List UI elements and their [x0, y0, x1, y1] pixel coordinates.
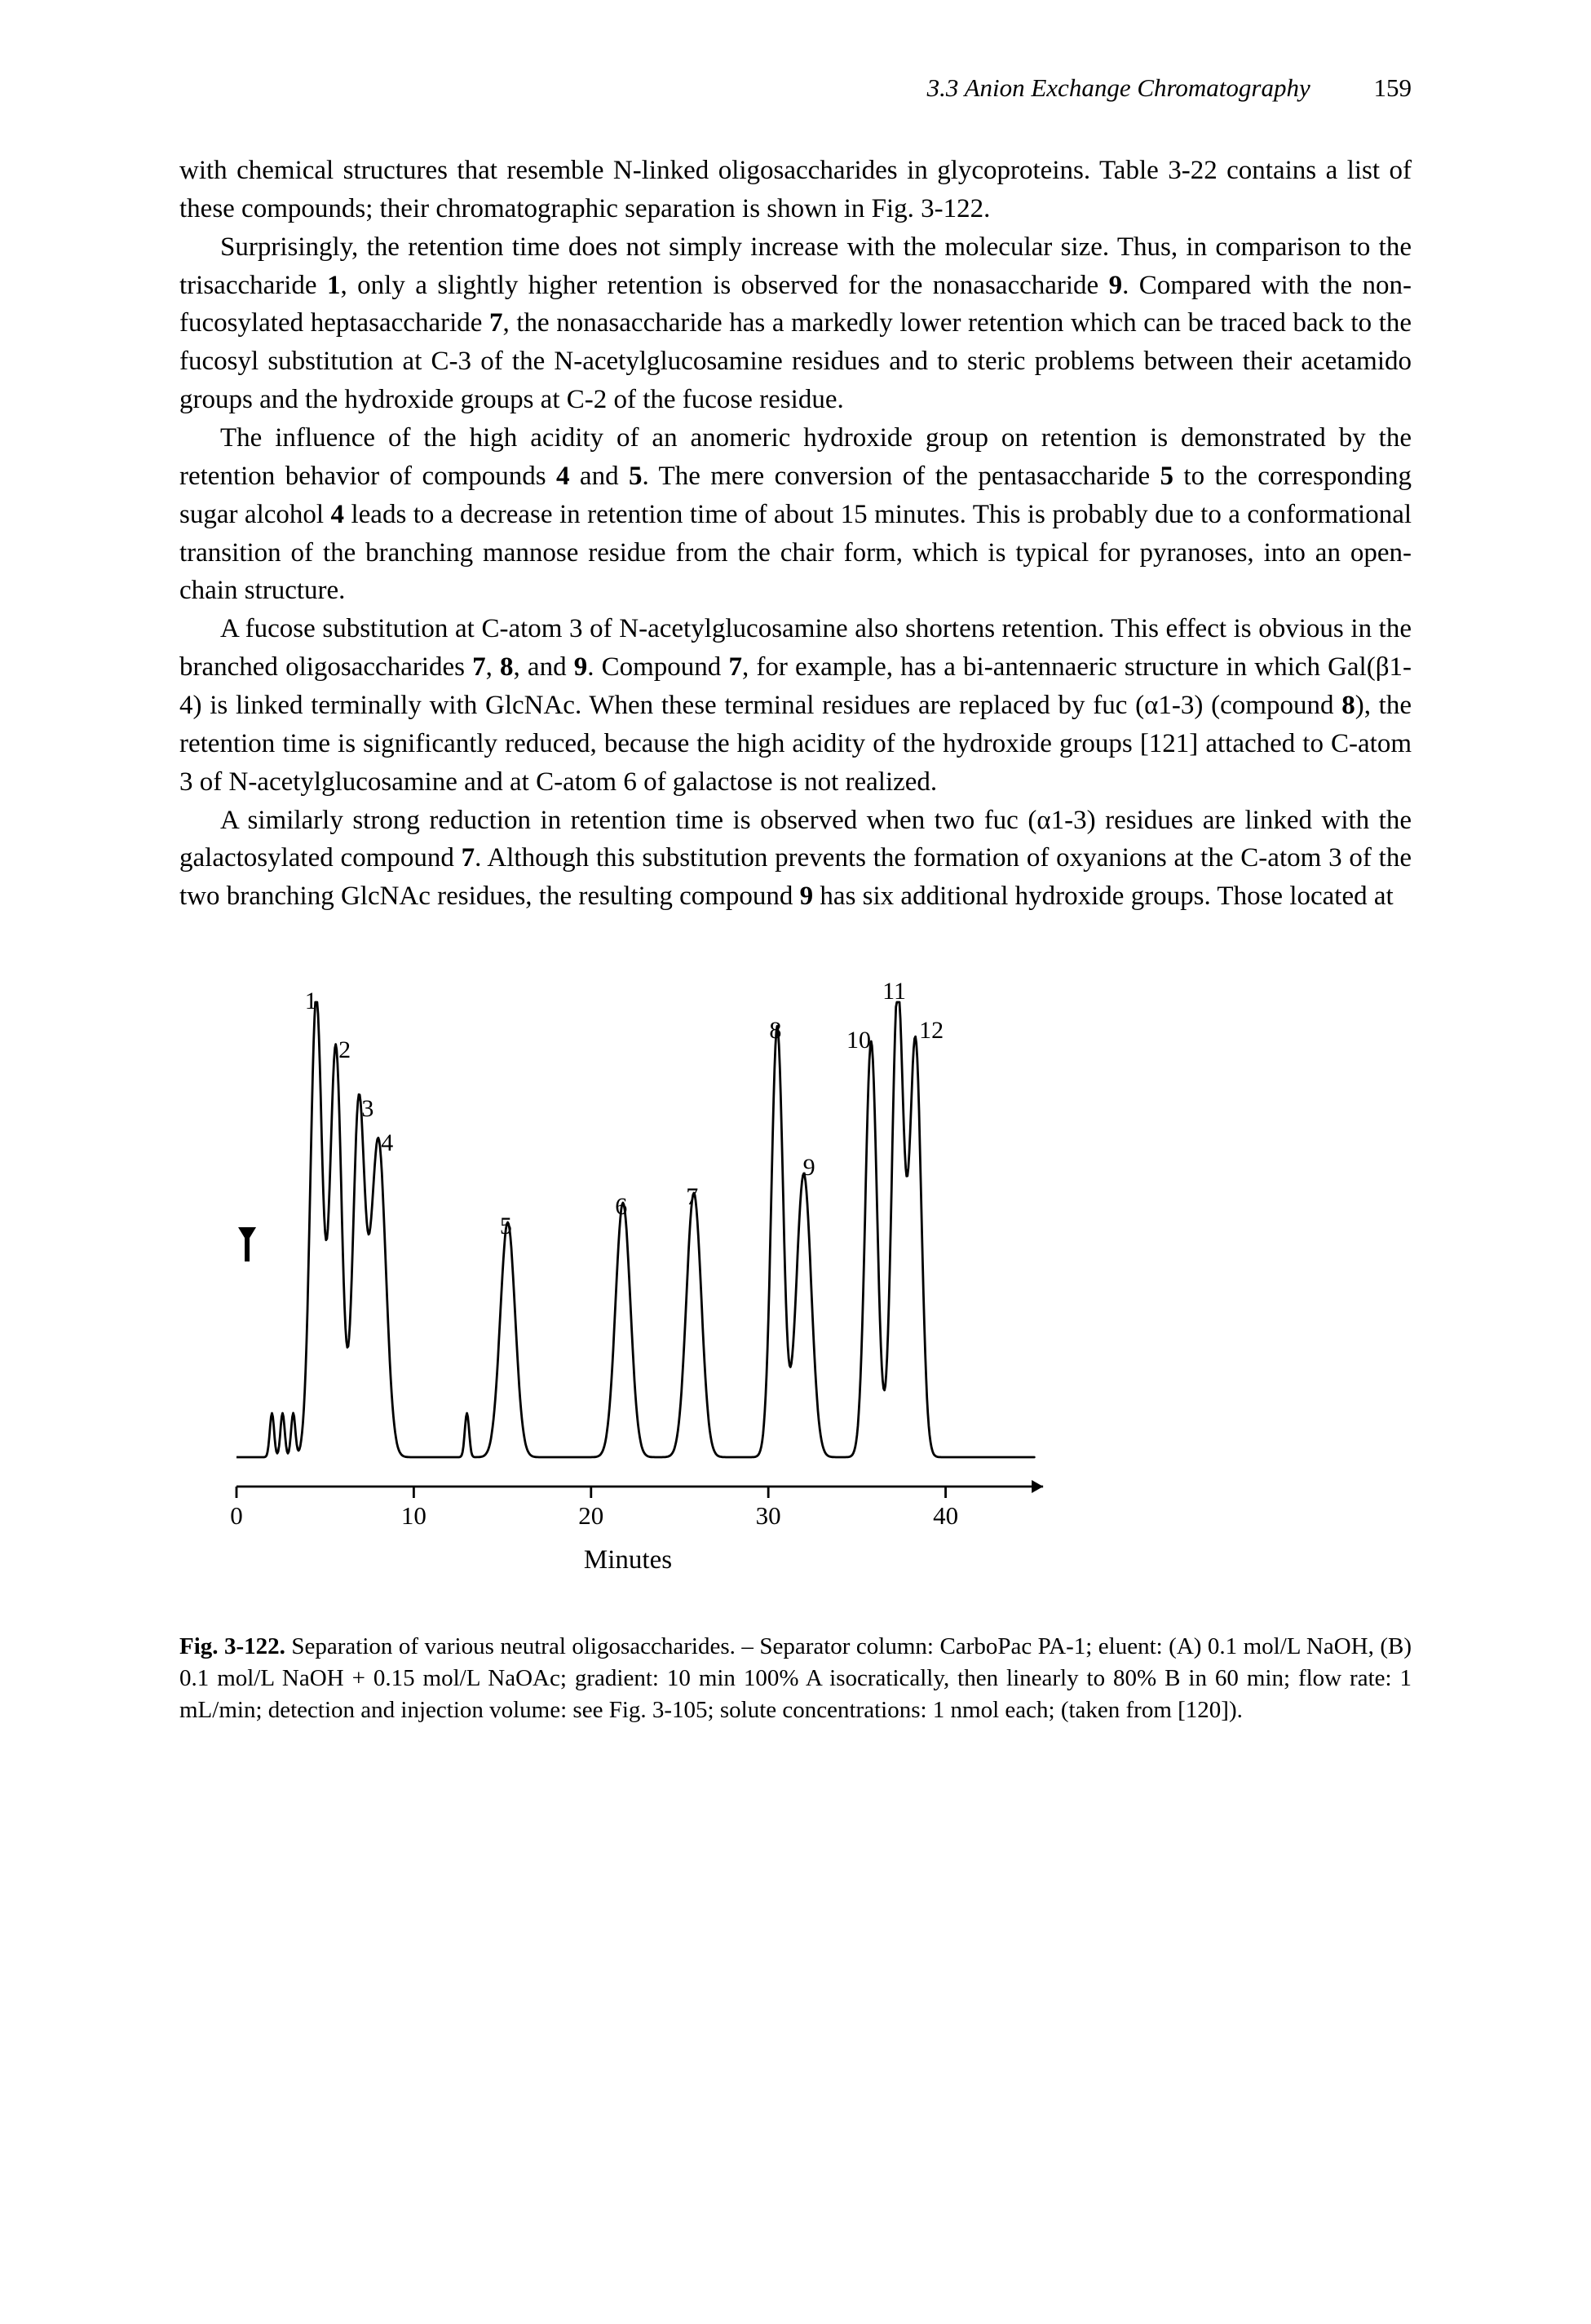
text: has six additional hydroxide groups. Tho…: [813, 881, 1394, 911]
text: , and: [514, 652, 574, 682]
svg-text:40: 40: [933, 1501, 958, 1530]
compound-ref: 7: [728, 652, 742, 682]
compound-ref: 9: [1109, 271, 1123, 300]
compound-ref: 8: [500, 652, 514, 682]
text: , only a slightly higher retention is ob…: [340, 271, 1108, 300]
figure-caption: Fig. 3-122. Separation of various neutra…: [179, 1631, 1412, 1726]
svg-text:11: 11: [882, 978, 906, 1005]
svg-text:12: 12: [919, 1017, 944, 1044]
paragraph-5: A similarly strong reduction in retentio…: [179, 802, 1412, 917]
svg-text:7: 7: [686, 1183, 698, 1210]
body-text: with chemical structures that resemble N…: [179, 152, 1412, 916]
paragraph-1: with chemical structures that resemble N…: [179, 152, 1412, 228]
text: . The mere conversion of the pentasaccha…: [642, 462, 1160, 491]
compound-ref: 7: [462, 843, 475, 873]
svg-text:30: 30: [756, 1501, 781, 1530]
paragraph-2: Surprisingly, the retention time does no…: [179, 228, 1412, 419]
text: and: [570, 462, 629, 491]
compound-ref: 7: [489, 308, 503, 338]
svg-text:3: 3: [361, 1095, 373, 1122]
svg-text:4: 4: [381, 1129, 393, 1156]
compound-ref: 5: [1160, 462, 1174, 491]
compound-ref: 8: [1341, 691, 1355, 720]
compound-ref: 4: [331, 500, 345, 529]
paragraph-3: The influence of the high acidity of an …: [179, 419, 1412, 610]
compound-ref: 9: [574, 652, 588, 682]
svg-text:10: 10: [846, 1027, 871, 1054]
chromatogram-chart: 010203040123456789101112 Minutes: [204, 973, 1101, 1575]
compound-ref: 7: [472, 652, 486, 682]
svg-text:6: 6: [615, 1193, 627, 1220]
caption-label: Fig. 3-122.: [179, 1633, 285, 1659]
running-header: 3.3 Anion Exchange Chromatography 159: [179, 73, 1412, 103]
compound-ref: 5: [629, 462, 643, 491]
text: ,: [486, 652, 500, 682]
text: . Compound: [587, 652, 728, 682]
page: 3.3 Anion Exchange Chromatography 159 wi…: [0, 0, 1591, 1809]
svg-text:10: 10: [401, 1501, 426, 1530]
compound-ref: 4: [556, 462, 570, 491]
svg-text:2: 2: [338, 1036, 351, 1063]
caption-text: Separation of various neutral oligosacch…: [179, 1633, 1412, 1723]
compound-ref: 1: [327, 271, 341, 300]
text: leads to a decrease in retention time of…: [179, 500, 1412, 606]
section-title: 3.3 Anion Exchange Chromatography: [927, 73, 1310, 102]
svg-text:1: 1: [305, 987, 317, 1014]
svg-text:5: 5: [500, 1213, 512, 1239]
compound-ref: 9: [800, 881, 814, 911]
paragraph-4: A fucose substitution at C-atom 3 of N-a…: [179, 610, 1412, 801]
chart-xlabel: Minutes: [220, 1545, 1036, 1575]
svg-text:8: 8: [769, 1017, 781, 1044]
svg-text:0: 0: [230, 1501, 243, 1530]
svg-text:20: 20: [578, 1501, 603, 1530]
page-number: 159: [1374, 73, 1412, 102]
text: with chemical structures that resemble N…: [179, 156, 1412, 223]
svg-text:9: 9: [803, 1154, 815, 1181]
chromatogram-svg: 010203040123456789101112: [204, 973, 1060, 1544]
